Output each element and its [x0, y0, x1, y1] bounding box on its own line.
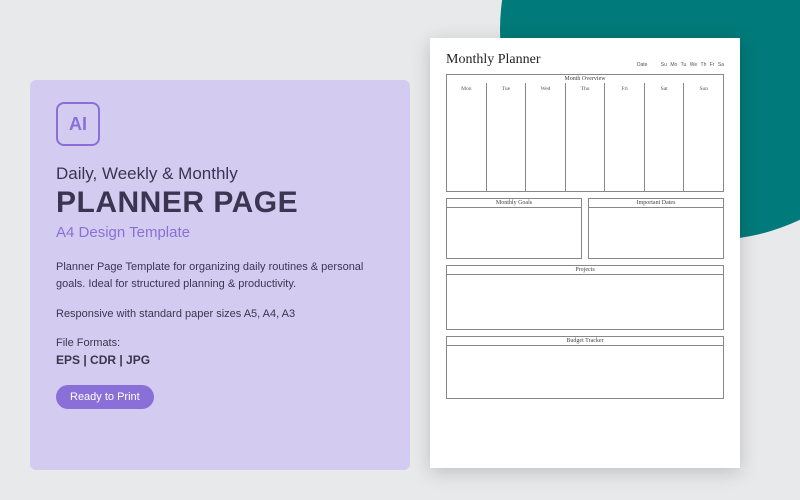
product-card: AI Daily, Weekly & Monthly PLANNER PAGE …	[0, 0, 800, 500]
goals-dates-row: Monthly Goals Important Dates	[446, 198, 724, 259]
weekday-tu: Tu	[681, 62, 687, 68]
weekday-fr: Fr	[710, 62, 715, 68]
projects-box	[446, 274, 724, 330]
weekday-su: Su	[661, 62, 667, 68]
day-sun: Sun	[684, 83, 723, 92]
page-title: Monthly Planner	[446, 52, 541, 68]
important-dates-label: Important Dates	[588, 198, 724, 207]
day-sat: Sat	[645, 83, 684, 92]
col-wed: Wed	[526, 83, 566, 191]
description-1: Planner Page Template for organizing dai…	[56, 259, 384, 292]
file-formats-label: File Formats:	[56, 337, 384, 349]
ready-to-print-badge: Ready to Print	[56, 385, 154, 409]
col-fri: Fri	[605, 83, 645, 191]
important-dates-box	[588, 207, 724, 259]
monthly-goals-box	[446, 207, 582, 259]
day-fri: Fri	[605, 83, 644, 92]
budget-tracker-box	[446, 345, 724, 399]
weekday-mo: Mo	[670, 62, 677, 68]
monthly-goals-label: Monthly Goals	[446, 198, 582, 207]
month-overview-section: Month Overview Mon Tue Wed Thu Fri Sat S…	[446, 74, 724, 192]
heading-line-2: PLANNER PAGE	[56, 186, 384, 220]
projects-section: Projects	[446, 265, 724, 330]
ai-badge-icon: AI	[56, 102, 100, 146]
heading-line-1: Daily, Weekly & Monthly	[56, 164, 384, 184]
planner-page-preview: Monthly Planner Date Su Mo Tu We Th Fr S…	[430, 38, 740, 468]
col-sat: Sat	[645, 83, 685, 191]
day-wed: Wed	[526, 83, 565, 92]
description-2: Responsive with standard paper sizes A5,…	[56, 306, 384, 323]
weekday-sa: Sa	[718, 62, 724, 68]
col-tue: Tue	[487, 83, 527, 191]
weekday-th: Th	[701, 62, 707, 68]
file-formats-value: EPS | CDR | JPG	[56, 353, 384, 367]
budget-tracker-section: Budget Tracker	[446, 336, 724, 399]
col-mon: Mon	[447, 83, 487, 191]
week-columns: Mon Tue Wed Thu Fri Sat Sun	[447, 83, 723, 191]
page-header: Monthly Planner Date Su Mo Tu We Th Fr S…	[446, 52, 724, 68]
date-label: Date	[637, 62, 648, 68]
subheading: A4 Design Template	[56, 224, 384, 241]
date-weekday-row: Date Su Mo Tu We Th Fr Sa	[635, 62, 724, 68]
monthly-goals-section: Monthly Goals	[446, 198, 582, 259]
important-dates-section: Important Dates	[588, 198, 724, 259]
col-thu: Thu	[566, 83, 606, 191]
day-tue: Tue	[487, 83, 526, 92]
day-mon: Mon	[447, 83, 486, 92]
budget-tracker-label: Budget Tracker	[446, 336, 724, 345]
col-sun: Sun	[684, 83, 723, 191]
projects-label: Projects	[446, 265, 724, 274]
weekday-we: We	[690, 62, 697, 68]
month-overview-label: Month Overview	[447, 75, 723, 83]
info-panel: AI Daily, Weekly & Monthly PLANNER PAGE …	[30, 80, 410, 470]
day-thu: Thu	[566, 83, 605, 92]
